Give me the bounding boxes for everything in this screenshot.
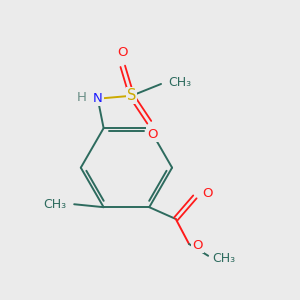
Text: O: O bbox=[192, 239, 202, 252]
Text: S: S bbox=[127, 88, 136, 103]
Text: O: O bbox=[202, 188, 213, 200]
Text: CH₃: CH₃ bbox=[168, 76, 191, 89]
Text: H: H bbox=[77, 91, 86, 104]
Text: N: N bbox=[93, 92, 103, 105]
Text: CH₃: CH₃ bbox=[44, 198, 67, 211]
Text: O: O bbox=[118, 46, 128, 59]
Text: CH₃: CH₃ bbox=[213, 252, 236, 265]
Text: O: O bbox=[147, 128, 158, 141]
